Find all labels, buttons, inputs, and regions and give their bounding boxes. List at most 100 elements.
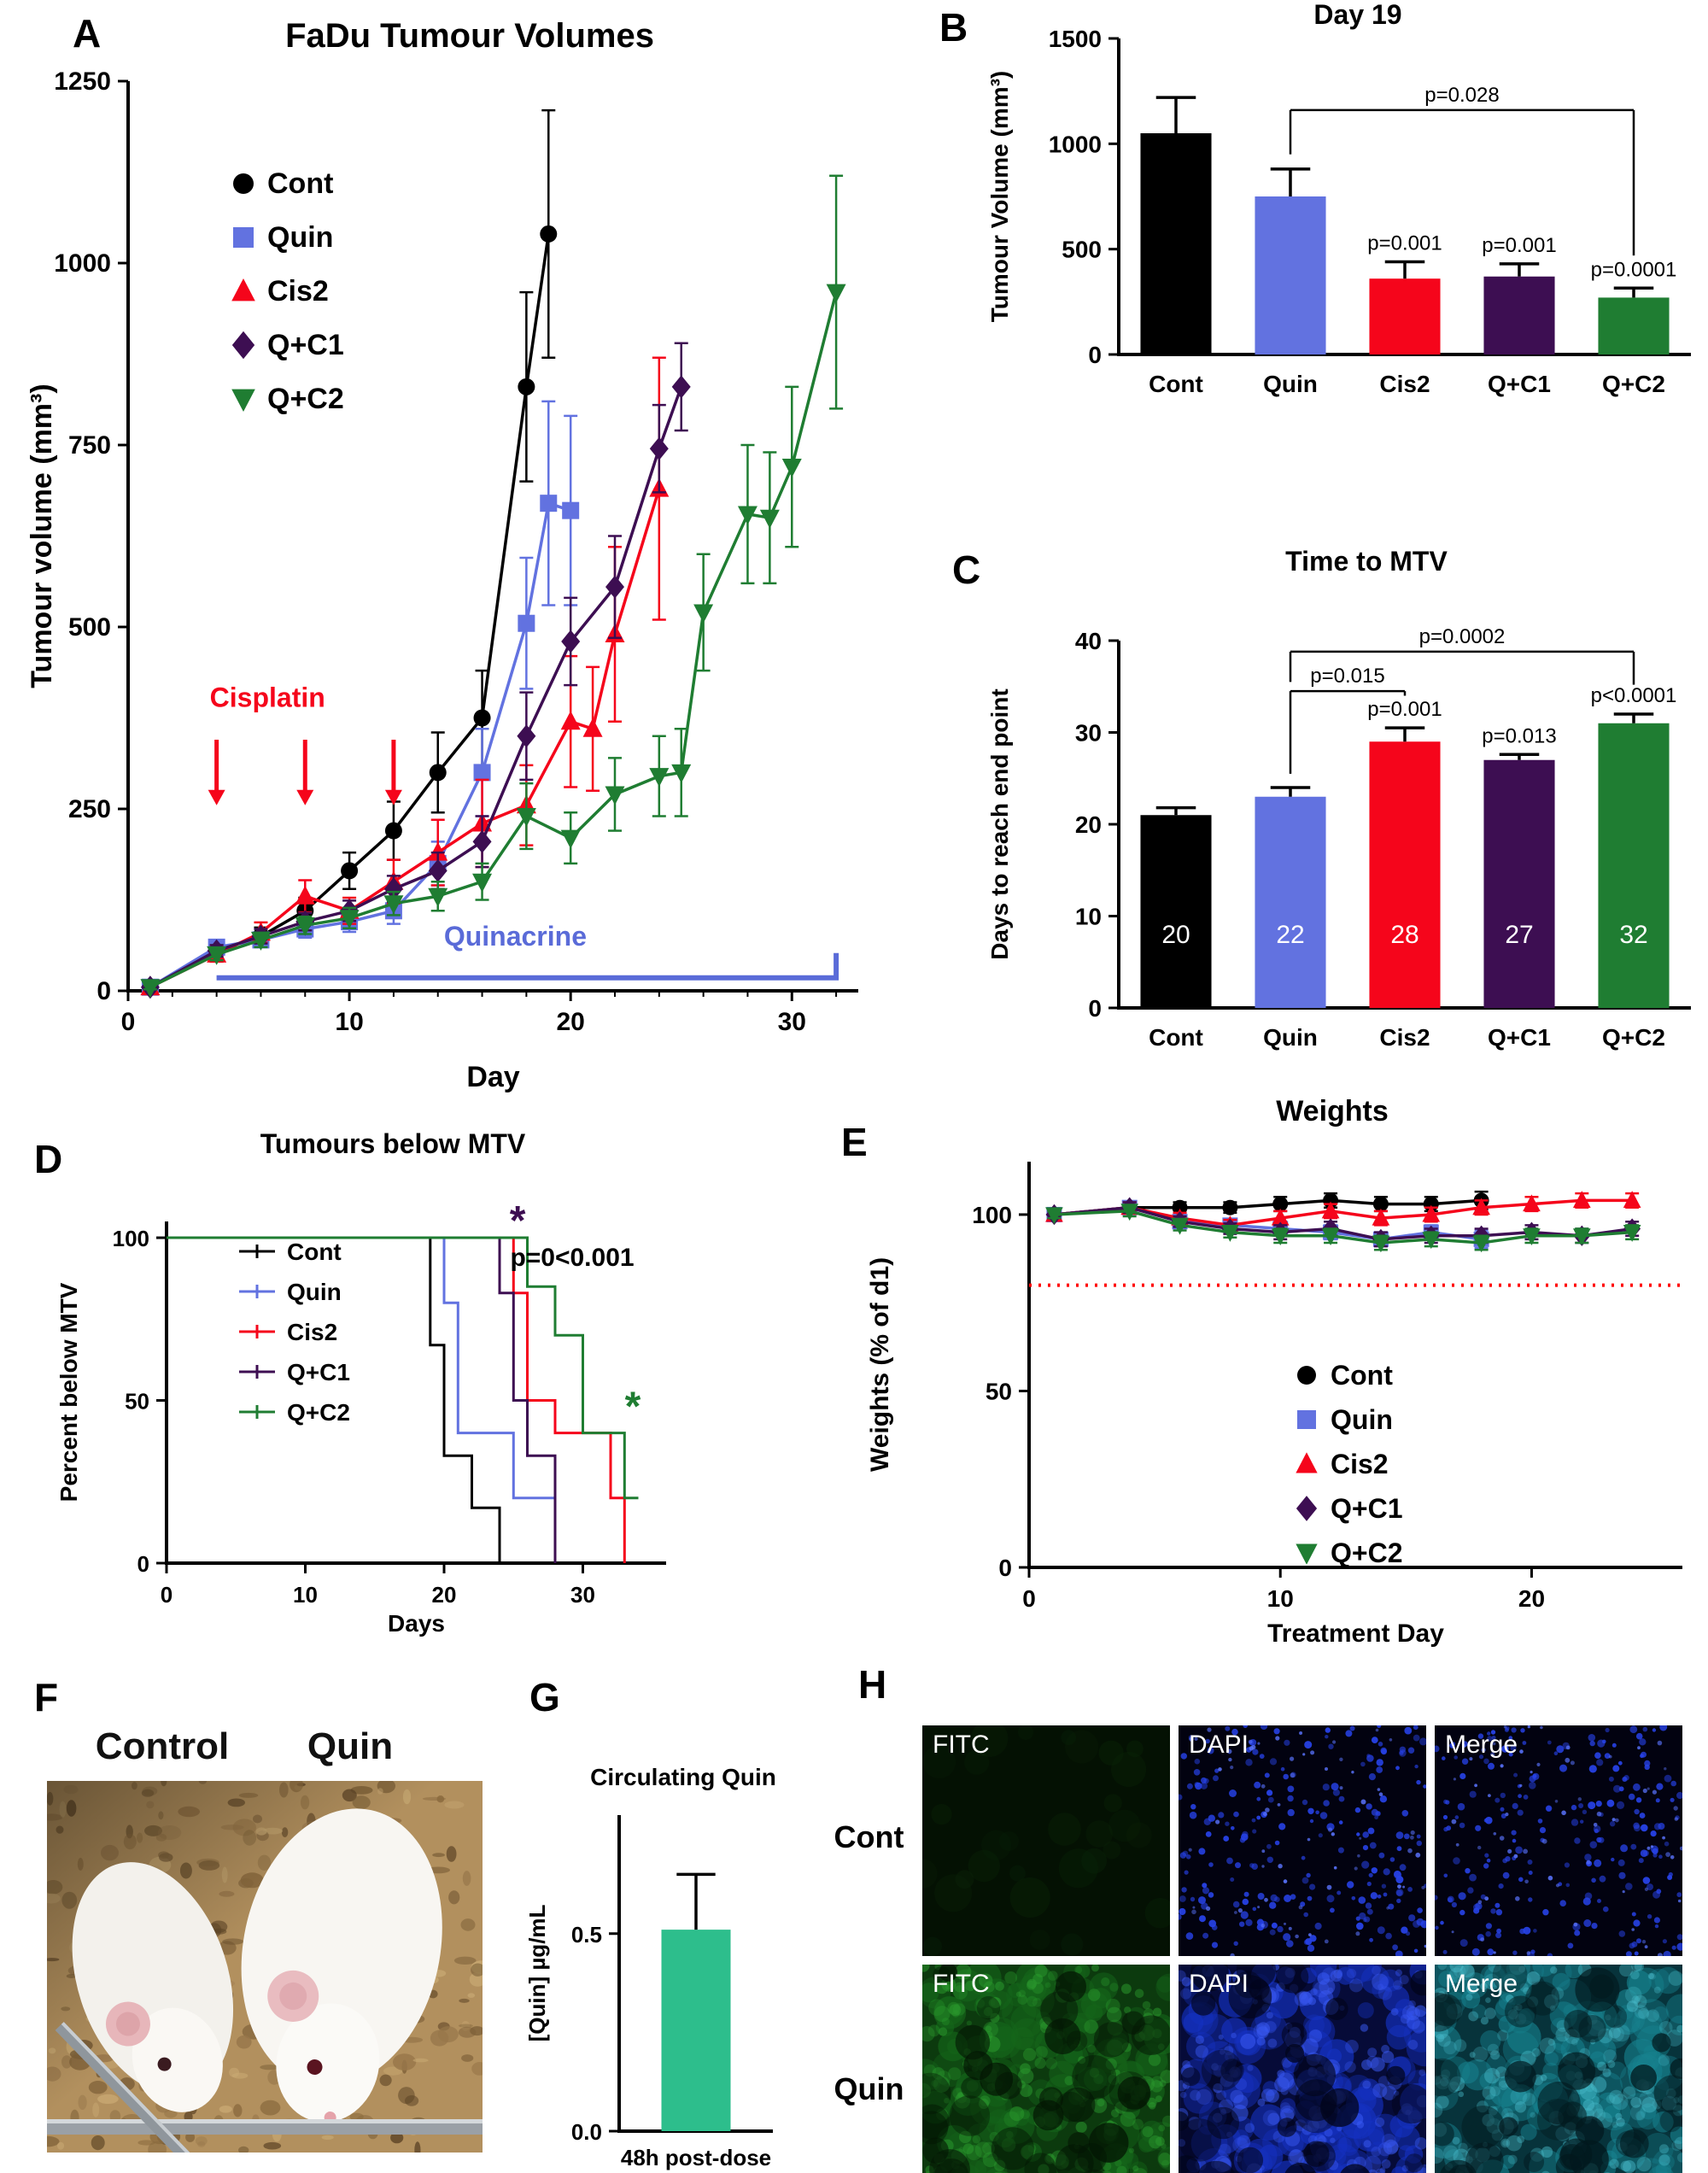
weights-chart: 0 50 100 0 10 20 Weights Treatment Day Weights (… xyxy=(866,1095,1682,1648)
svg-text:1500: 1500 xyxy=(1049,26,1102,52)
svg-text:p=0.028: p=0.028 xyxy=(1424,84,1499,107)
svg-text:20: 20 xyxy=(1161,921,1190,949)
svg-text:Cont: Cont xyxy=(1149,1024,1203,1051)
svg-text:Cont: Cont xyxy=(1149,371,1203,397)
tile-label-merge: Merge xyxy=(1445,1731,1518,1759)
svg-text:Cis2: Cis2 xyxy=(1379,1024,1430,1051)
svg-text:Circulating Quin: Circulating Quin xyxy=(590,1764,776,1790)
svg-text:0.0: 0.0 xyxy=(571,2119,602,2145)
tumours-below-mtv-chart: 0 50 100 0 10 20 30 Tumours below MTV Days Percen… xyxy=(56,1128,666,1637)
svg-text:32: 32 xyxy=(1619,921,1647,949)
svg-text:Quin: Quin xyxy=(267,221,333,254)
micrograph-cont-dapi: DAPI xyxy=(1179,1725,1426,1956)
svg-text:Cont: Cont xyxy=(267,167,333,200)
svg-text:10: 10 xyxy=(293,1582,318,1608)
panel-c-letter: C xyxy=(952,548,981,592)
svg-text:[Quin] µg/mL: [Quin] µg/mL xyxy=(524,1904,550,2041)
day19-bar-chart: 0 500 1000 1500 Day 19 Tumour Volume (mm³) Con… xyxy=(986,0,1691,397)
svg-text:Q+C2: Q+C2 xyxy=(267,383,344,415)
svg-text:Quin: Quin xyxy=(287,1279,342,1305)
panel-c: C 0 10 20 30 40 Time to MTV Days to reach end … xyxy=(922,538,1708,1068)
svg-text:Q+C1: Q+C1 xyxy=(1488,1024,1551,1051)
svg-text:p=0.0001: p=0.0001 xyxy=(1591,258,1677,281)
svg-text:10: 10 xyxy=(335,1008,363,1036)
svg-text:0: 0 xyxy=(97,977,111,1005)
svg-text:10: 10 xyxy=(1075,904,1102,930)
svg-text:1000: 1000 xyxy=(54,249,111,278)
panel-f: F Control Quin xyxy=(26,1666,495,2173)
svg-text:Tumours below MTV: Tumours below MTV xyxy=(260,1128,526,1159)
fadu-tumour-volumes-chart: 0 250 500 750 1000 1250 0 10 20 30 FaDu Tumour Vol… xyxy=(26,17,858,1093)
svg-text:22: 22 xyxy=(1276,921,1304,949)
svg-text:Cis2: Cis2 xyxy=(267,275,329,308)
svg-text:28: 28 xyxy=(1390,921,1418,949)
svg-text:Cont: Cont xyxy=(1331,1360,1393,1391)
tile-label-fitc: FITC xyxy=(933,1731,990,1759)
h-row-label-quin: Quin xyxy=(834,2071,904,2106)
svg-text:0: 0 xyxy=(137,1551,149,1577)
svg-text:100: 100 xyxy=(972,1202,1012,1228)
tile-label-fitc: FITC xyxy=(933,1970,990,1998)
svg-text:0: 0 xyxy=(1088,995,1102,1022)
panel-b: B 0 500 1000 1500 Day 19 Tumour Volume (mm³) C… xyxy=(922,0,1708,436)
svg-text:Day: Day xyxy=(466,1061,519,1093)
svg-text:0: 0 xyxy=(1088,342,1102,368)
panel-d: D 0 50 100 0 10 20 30 Tumours below MTV Days Perc… xyxy=(26,1119,734,1657)
svg-text:Q+C2: Q+C2 xyxy=(1602,1024,1665,1051)
svg-text:Cis2: Cis2 xyxy=(1379,371,1430,397)
svg-text:p=0<0.001: p=0<0.001 xyxy=(510,1244,634,1272)
svg-text:Cisplatin: Cisplatin xyxy=(210,682,325,713)
svg-text:100: 100 xyxy=(113,1226,149,1251)
svg-text:10: 10 xyxy=(1267,1585,1294,1612)
panel-h-letter: H xyxy=(858,1662,887,1707)
svg-text:0.5: 0.5 xyxy=(571,1922,602,1948)
control-label: Control xyxy=(95,1725,230,1767)
h-row-label-cont: Cont xyxy=(834,1819,904,1854)
svg-text:Q+C2: Q+C2 xyxy=(1602,371,1665,397)
svg-text:p<0.0001: p<0.0001 xyxy=(1591,684,1677,707)
svg-text:p=0.013: p=0.013 xyxy=(1482,724,1556,747)
svg-text:Days to reach end point: Days to reach end point xyxy=(986,688,1013,959)
svg-text:Q+C1: Q+C1 xyxy=(1488,371,1551,397)
svg-text:Weights: Weights xyxy=(1276,1095,1389,1128)
micrograph-cont-fitc: FITC xyxy=(922,1725,1170,1956)
svg-text:Day 19: Day 19 xyxy=(1313,0,1401,30)
svg-text:Q+C1: Q+C1 xyxy=(287,1359,350,1385)
panel-d-letter: D xyxy=(34,1137,63,1181)
mice-photo xyxy=(47,1781,483,2152)
svg-text:Cis2: Cis2 xyxy=(287,1319,337,1345)
svg-text:Weights (% of d1): Weights (% of d1) xyxy=(866,1257,894,1472)
svg-text:Quin: Quin xyxy=(1263,371,1318,397)
svg-text:750: 750 xyxy=(68,431,111,460)
svg-text:Quinacrine: Quinacrine xyxy=(444,921,587,952)
svg-text:20: 20 xyxy=(1518,1585,1545,1612)
svg-text:0: 0 xyxy=(998,1555,1012,1581)
svg-text:20: 20 xyxy=(432,1582,457,1608)
time-to-mtv-bar-chart: 0 10 20 30 40 Time to MTV Days to reach end po… xyxy=(986,546,1691,1051)
svg-text:30: 30 xyxy=(570,1582,595,1608)
svg-text:Cis2: Cis2 xyxy=(1331,1449,1389,1479)
svg-text:Quin: Quin xyxy=(1263,1024,1318,1051)
svg-text:Percent below MTV: Percent below MTV xyxy=(56,1282,82,1502)
svg-text:Treatment Day: Treatment Day xyxy=(1267,1620,1444,1648)
micrograph-cont-merge: Merge xyxy=(1435,1725,1682,1956)
panel-g: G 0.0 0.5 Circulating Quin 48h post-dose [Qu… xyxy=(512,1666,794,2173)
panel-g-letter: G xyxy=(529,1675,560,1719)
svg-text:50: 50 xyxy=(986,1378,1012,1404)
micrograph-quin-merge: Merge xyxy=(1435,1965,1682,2173)
svg-text:20: 20 xyxy=(556,1008,584,1036)
panel-f-letter: F xyxy=(34,1675,59,1719)
svg-text:p=0.0002: p=0.0002 xyxy=(1419,625,1506,648)
svg-text:p=0.001: p=0.001 xyxy=(1367,231,1442,255)
svg-text:40: 40 xyxy=(1075,628,1102,654)
svg-text:Tumour Volume (mm³): Tumour Volume (mm³) xyxy=(986,71,1013,323)
svg-text:0: 0 xyxy=(161,1582,173,1608)
svg-text:p=0.015: p=0.015 xyxy=(1310,665,1384,688)
svg-text:50: 50 xyxy=(125,1389,149,1414)
svg-text:Q+C2: Q+C2 xyxy=(287,1399,350,1426)
quin-label: Quin xyxy=(307,1725,394,1767)
svg-text:30: 30 xyxy=(778,1008,806,1036)
svg-text:0: 0 xyxy=(1022,1585,1036,1612)
tile-label-dapi: DAPI xyxy=(1189,1970,1249,1998)
